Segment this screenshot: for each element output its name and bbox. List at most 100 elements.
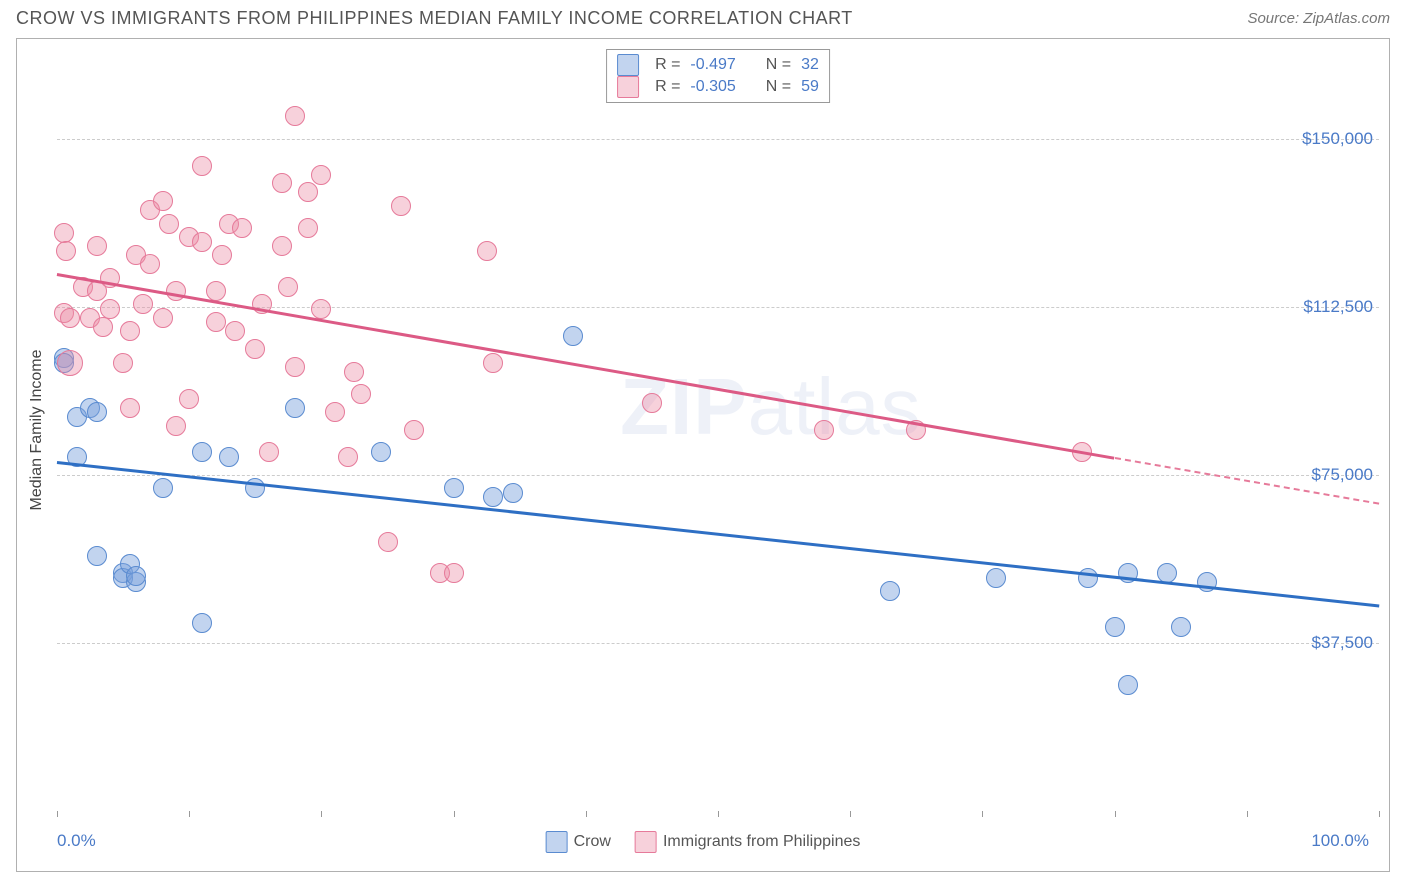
gridline	[57, 475, 1379, 476]
data-point-philippines	[285, 357, 305, 377]
legend-label: Crow	[574, 833, 611, 850]
gridline	[57, 643, 1379, 644]
y-axis-label: Median Family Income	[28, 350, 46, 511]
data-point-philippines	[338, 447, 358, 467]
data-point-philippines	[140, 254, 160, 274]
data-point-crow	[153, 478, 173, 498]
data-point-crow	[563, 326, 583, 346]
stats-legend-row: R = -0.305N = 59	[617, 76, 819, 98]
stats-legend-row: R = -0.497N = 32	[617, 54, 819, 76]
data-point-philippines	[278, 277, 298, 297]
data-point-philippines	[404, 420, 424, 440]
data-point-crow	[1105, 617, 1125, 637]
data-point-philippines	[378, 532, 398, 552]
x-tick	[1115, 811, 1116, 817]
data-point-crow	[219, 447, 239, 467]
data-point-crow	[986, 568, 1006, 588]
data-point-philippines	[206, 312, 226, 332]
data-point-philippines	[57, 350, 83, 376]
x-tick	[718, 811, 719, 817]
data-point-philippines	[87, 236, 107, 256]
data-point-philippines	[311, 165, 331, 185]
data-point-crow	[1078, 568, 1098, 588]
x-axis-min-label: 0.0%	[57, 831, 96, 851]
data-point-philippines	[153, 308, 173, 328]
data-point-philippines	[120, 398, 140, 418]
y-tick-label: $75,000	[1312, 465, 1373, 485]
data-point-philippines	[225, 321, 245, 341]
trend-line-philippines	[57, 273, 1115, 459]
data-point-philippines	[100, 299, 120, 319]
data-point-philippines	[444, 563, 464, 583]
data-point-philippines	[60, 308, 80, 328]
data-point-philippines	[298, 218, 318, 238]
legend-swatch	[546, 831, 568, 853]
data-point-philippines	[325, 402, 345, 422]
data-point-philippines	[120, 321, 140, 341]
x-tick	[321, 811, 322, 817]
data-point-philippines	[192, 156, 212, 176]
data-point-philippines	[212, 245, 232, 265]
legend-item: Immigrants from Philippines	[635, 831, 860, 853]
data-point-philippines	[259, 442, 279, 462]
data-point-crow	[126, 566, 146, 586]
data-point-philippines	[245, 339, 265, 359]
data-point-philippines	[351, 384, 371, 404]
data-point-crow	[880, 581, 900, 601]
data-point-philippines	[153, 191, 173, 211]
x-axis-max-label: 100.0%	[1311, 831, 1369, 851]
watermark: ZIPatlas	[620, 361, 921, 453]
x-tick	[1247, 811, 1248, 817]
data-point-crow	[444, 478, 464, 498]
data-point-philippines	[166, 416, 186, 436]
legend-swatch	[617, 54, 639, 76]
data-point-crow	[1197, 572, 1217, 592]
plot-area: Median Family Income ZIPatlas R = -0.497…	[57, 49, 1379, 811]
data-point-crow	[1171, 617, 1191, 637]
source-label: Source: ZipAtlas.com	[1247, 10, 1390, 27]
x-tick	[454, 811, 455, 817]
data-point-crow	[1118, 675, 1138, 695]
data-point-crow	[371, 442, 391, 462]
data-point-crow	[192, 613, 212, 633]
data-point-philippines	[232, 218, 252, 238]
data-point-crow	[503, 483, 523, 503]
y-tick-label: $150,000	[1302, 129, 1373, 149]
data-point-philippines	[272, 173, 292, 193]
gridline	[57, 139, 1379, 140]
legend-swatch	[635, 831, 657, 853]
data-point-philippines	[179, 389, 199, 409]
data-point-philippines	[272, 236, 292, 256]
y-tick-label: $37,500	[1312, 633, 1373, 653]
data-point-crow	[192, 442, 212, 462]
data-point-philippines	[642, 393, 662, 413]
data-point-philippines	[344, 362, 364, 382]
data-point-philippines	[477, 241, 497, 261]
x-tick	[586, 811, 587, 817]
x-tick	[850, 811, 851, 817]
x-tick	[1379, 811, 1380, 817]
data-point-philippines	[814, 420, 834, 440]
data-point-philippines	[192, 232, 212, 252]
data-point-crow	[483, 487, 503, 507]
data-point-philippines	[166, 281, 186, 301]
x-tick	[982, 811, 983, 817]
data-point-philippines	[483, 353, 503, 373]
legend-label: Immigrants from Philippines	[663, 833, 860, 850]
data-point-crow	[87, 402, 107, 422]
x-tick	[57, 811, 58, 817]
data-point-crow	[285, 398, 305, 418]
data-point-philippines	[311, 299, 331, 319]
data-point-philippines	[285, 106, 305, 126]
y-tick-label: $112,500	[1303, 297, 1373, 317]
data-point-philippines	[113, 353, 133, 373]
legend-swatch	[617, 76, 639, 98]
data-point-philippines	[206, 281, 226, 301]
trend-line-crow	[57, 461, 1379, 607]
data-point-philippines	[93, 317, 113, 337]
chart-container: Median Family Income ZIPatlas R = -0.497…	[16, 38, 1390, 872]
data-point-philippines	[56, 241, 76, 261]
data-point-philippines	[298, 182, 318, 202]
data-point-philippines	[133, 294, 153, 314]
x-tick	[189, 811, 190, 817]
